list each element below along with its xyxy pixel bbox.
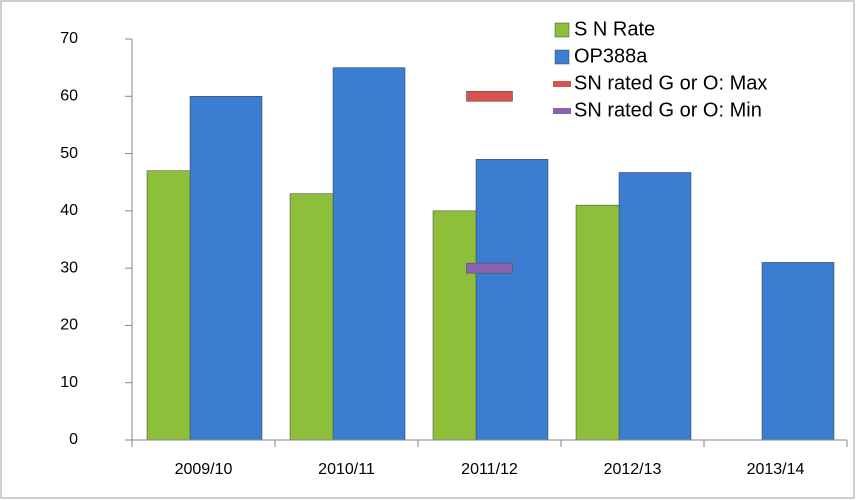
legend-label: S N Rate — [574, 18, 655, 40]
bar — [146, 170, 194, 441]
bar — [189, 96, 263, 441]
y-tick-label: 60 — [60, 88, 78, 105]
legend-swatch — [553, 108, 571, 114]
x-tick-label: 2011/12 — [461, 461, 518, 478]
y-tick-label: 20 — [60, 317, 78, 334]
bar — [475, 159, 549, 441]
y-tick-label: 30 — [60, 259, 78, 276]
legend-label: SN rated G or O: Min — [574, 99, 762, 121]
x-tick-label: 2013/14 — [747, 461, 805, 478]
bar — [432, 210, 480, 441]
legend-swatch — [553, 81, 571, 87]
y-tick-label: 70 — [60, 30, 78, 47]
y-tick-label: 40 — [60, 202, 78, 219]
legend-label: OP388a — [574, 45, 648, 67]
marker — [466, 262, 513, 274]
legend-swatch — [554, 22, 570, 38]
marker — [466, 90, 513, 102]
bar — [289, 193, 337, 441]
bar — [761, 262, 835, 441]
legend-swatch — [554, 49, 570, 65]
x-tick-label: 2012/13 — [604, 461, 662, 478]
x-tick-label: 2010/11 — [318, 461, 375, 478]
bar — [332, 67, 406, 441]
y-tick-label: 50 — [60, 145, 78, 162]
y-tick-label: 10 — [60, 374, 78, 391]
bar — [618, 172, 692, 441]
x-tick-label: 2009/10 — [175, 461, 233, 478]
legend-label: SN rated G or O: Max — [574, 72, 767, 94]
bar — [575, 204, 623, 441]
y-tick-label: 0 — [69, 431, 78, 448]
